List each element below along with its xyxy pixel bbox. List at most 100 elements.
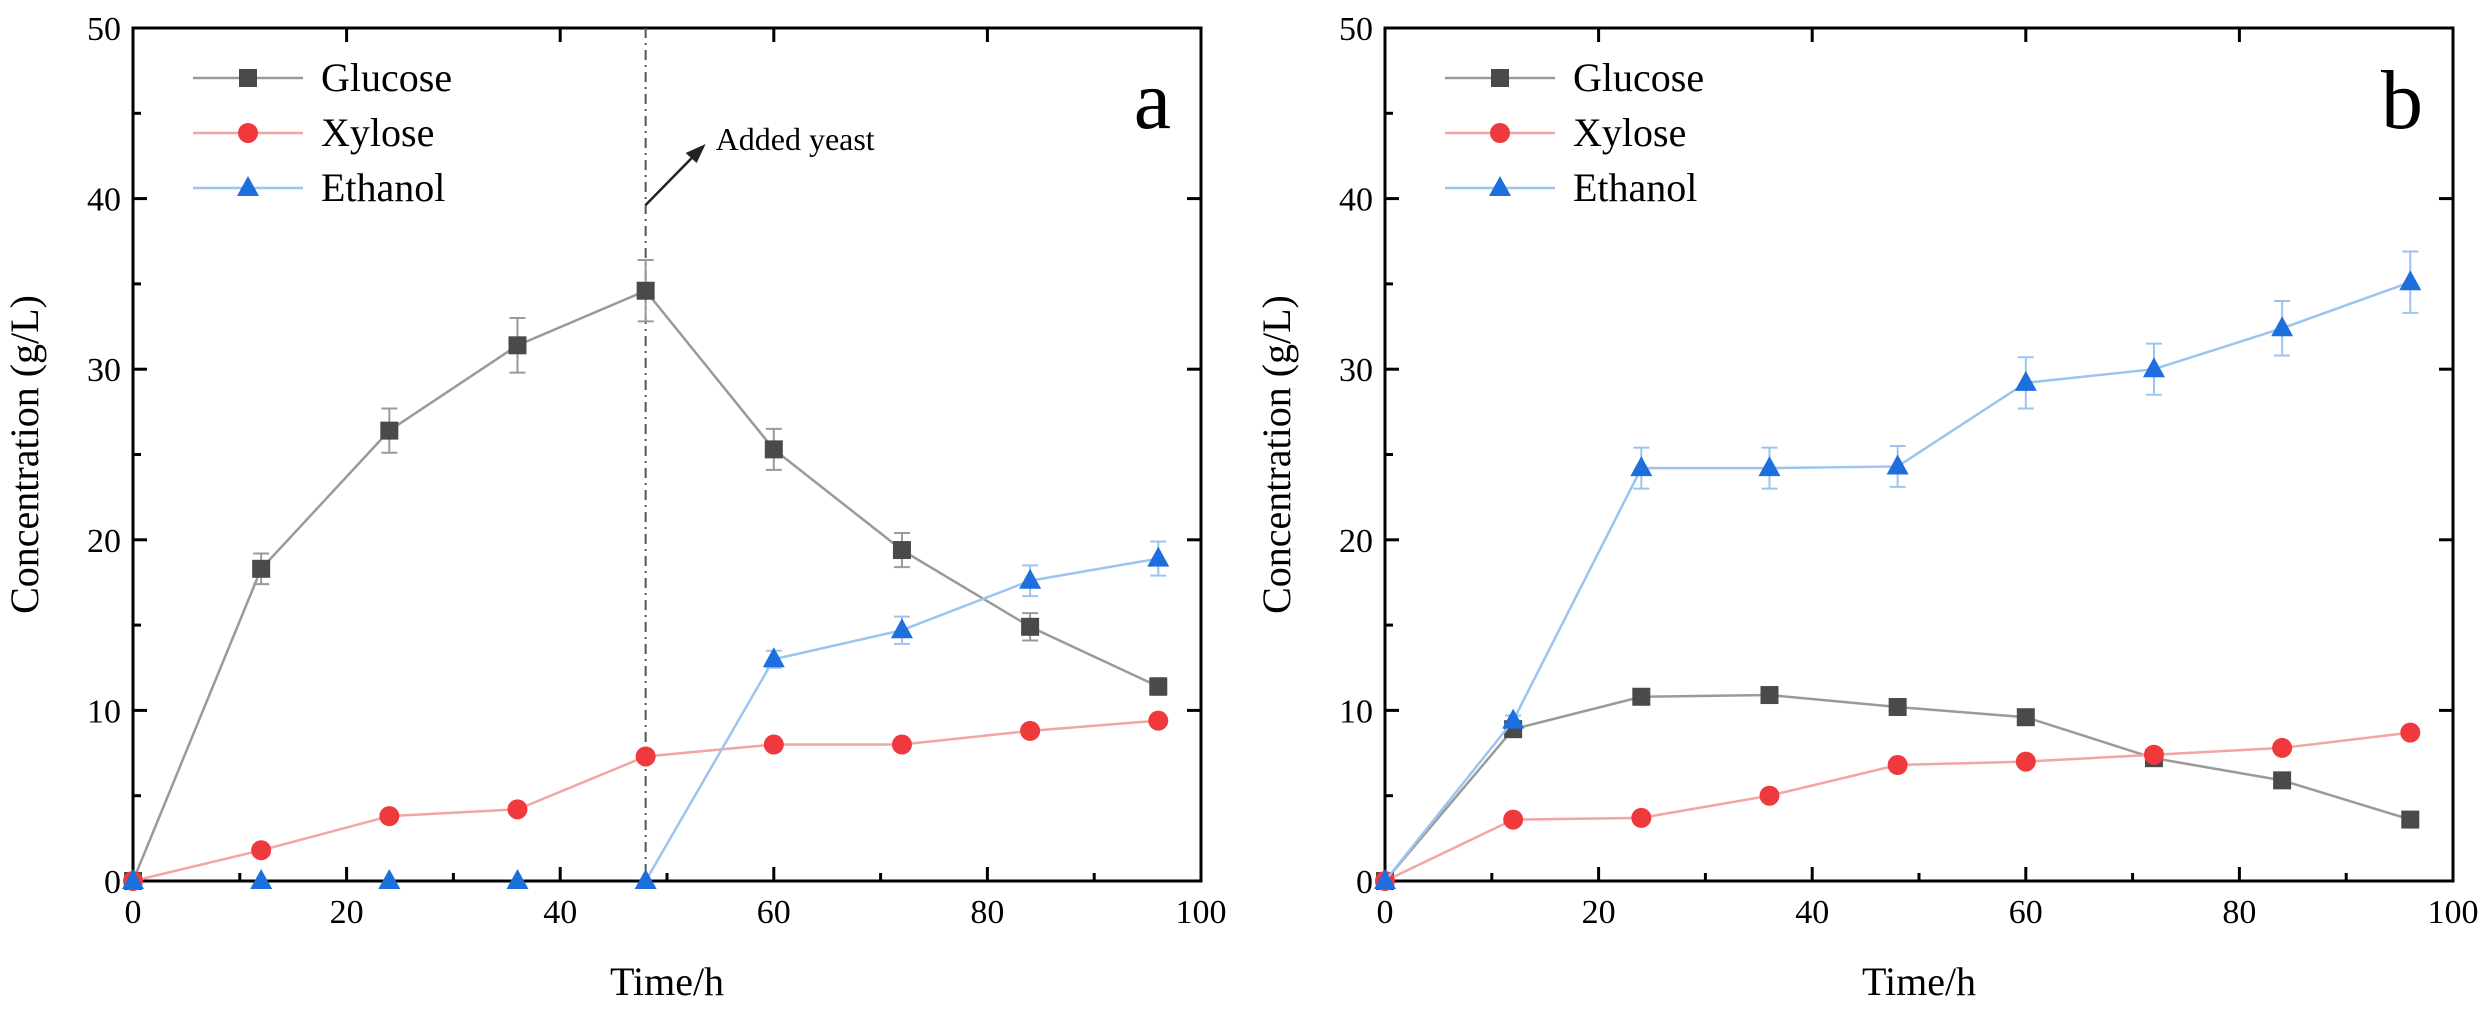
plot-frame — [1383, 26, 2455, 883]
y-axis-title: Concentration (g/L) — [1254, 295, 1299, 614]
data-point — [1147, 546, 1170, 567]
series-ethanol — [1374, 250, 2422, 889]
annotation-arrowhead — [685, 144, 706, 163]
data-point — [1758, 456, 1781, 477]
data-point — [1503, 809, 1524, 830]
x-tick-label: 0 — [125, 894, 142, 931]
x-tick-label: 40 — [1795, 894, 1829, 931]
y-tick-label: 30 — [87, 352, 121, 389]
data-point — [379, 806, 400, 827]
y-tick-label: 0 — [1356, 864, 1373, 901]
data-point — [1502, 708, 1525, 729]
data-point — [891, 734, 912, 755]
legend-item-xylose: Xylose — [1445, 110, 1686, 155]
x-tick-label: 60 — [757, 894, 791, 931]
panel-label: a — [1134, 54, 1171, 147]
series-glucose — [1376, 686, 2420, 890]
x-tick-label: 80 — [970, 894, 1004, 931]
chart-panel-b: 0 20 40 60 80 100 0 10 20 30 40 50 Time/h Concentrati… — [1254, 11, 2479, 1004]
series-xylose — [1375, 722, 2421, 891]
legend-item-xylose: Xylose — [193, 110, 434, 155]
x-tick-label: 60 — [2009, 894, 2043, 931]
data-point — [2015, 751, 2036, 772]
data-point — [1019, 568, 1042, 589]
data-point — [1148, 710, 1169, 731]
series-line — [1384, 731, 2411, 883]
legend-item-glucose: Glucose — [193, 55, 452, 100]
x-tick-label: 20 — [1582, 894, 1616, 931]
series-line — [1384, 693, 2411, 882]
x-tick-label: 20 — [330, 894, 364, 931]
data-point — [508, 336, 527, 355]
legend-label: Xylose — [321, 110, 434, 155]
plot-frame — [131, 26, 1203, 883]
data-point — [635, 746, 656, 767]
y-tick-label: 20 — [1339, 523, 1373, 560]
data-point — [378, 869, 401, 889]
y-tick-label: 50 — [1339, 11, 1373, 48]
data-point — [507, 799, 528, 820]
data-point — [2399, 270, 2422, 291]
data-point — [634, 869, 657, 889]
y-tick-label: 40 — [87, 182, 121, 219]
x-axis-title: Time/h — [1862, 959, 1976, 1004]
legend-marker — [1489, 176, 1511, 196]
data-point — [1631, 807, 1652, 828]
data-point — [252, 559, 271, 578]
data-point — [1760, 686, 1779, 705]
data-point — [1630, 456, 1653, 477]
data-point — [1887, 754, 1908, 775]
annotation-arrow — [644, 151, 699, 206]
legend-marker — [239, 69, 257, 87]
data-point — [2271, 316, 2294, 337]
x-axis-title: Time/h — [610, 959, 724, 1004]
data-point — [890, 618, 913, 639]
legend-label: Xylose — [1573, 110, 1686, 155]
data-point — [122, 869, 144, 889]
x-tick-label: 80 — [2222, 894, 2256, 931]
data-point — [636, 281, 655, 300]
data-point — [764, 440, 783, 459]
y-tick-label: 40 — [1339, 182, 1373, 219]
data-point — [506, 869, 529, 889]
data-point — [1374, 869, 1396, 889]
panel-label: b — [2381, 54, 2423, 147]
data-point — [2272, 737, 2293, 758]
data-point — [1759, 785, 1780, 806]
data-point — [251, 840, 272, 861]
data-point — [2142, 357, 2165, 378]
x-tick-label: 0 — [1377, 894, 1394, 931]
data-point — [2401, 810, 2420, 829]
data-point — [380, 421, 399, 440]
data-point — [2400, 722, 2421, 743]
data-point — [763, 734, 784, 755]
data-point — [2014, 370, 2037, 391]
legend-label: Glucose — [1573, 55, 1704, 100]
legend-marker — [238, 123, 258, 143]
data-point — [2016, 708, 2035, 727]
legend-item-glucose: Glucose — [1445, 55, 1704, 100]
data-point — [2273, 771, 2292, 790]
data-point — [1886, 454, 1909, 475]
legend-marker — [1491, 69, 1509, 87]
legend-label: Ethanol — [321, 165, 445, 210]
legend-label: Glucose — [321, 55, 452, 100]
data-point — [892, 541, 911, 560]
series-glucose — [124, 259, 1168, 890]
data-point — [762, 647, 785, 668]
series-ethanol — [122, 540, 1170, 889]
data-point — [1149, 677, 1168, 696]
series-line — [644, 557, 1159, 882]
data-point — [1632, 687, 1651, 706]
data-point — [250, 869, 273, 889]
legend-marker — [237, 176, 259, 196]
y-tick-label: 30 — [1339, 352, 1373, 389]
x-tick-label: 100 — [2428, 894, 2479, 931]
y-axis-title: Concentration (g/L) — [2, 295, 47, 614]
x-tick-label: 100 — [1176, 894, 1227, 931]
data-point — [2143, 744, 2164, 765]
legend-item-ethanol: Ethanol — [1445, 165, 1697, 210]
y-tick-label: 50 — [87, 11, 121, 48]
y-tick-label: 20 — [87, 523, 121, 560]
